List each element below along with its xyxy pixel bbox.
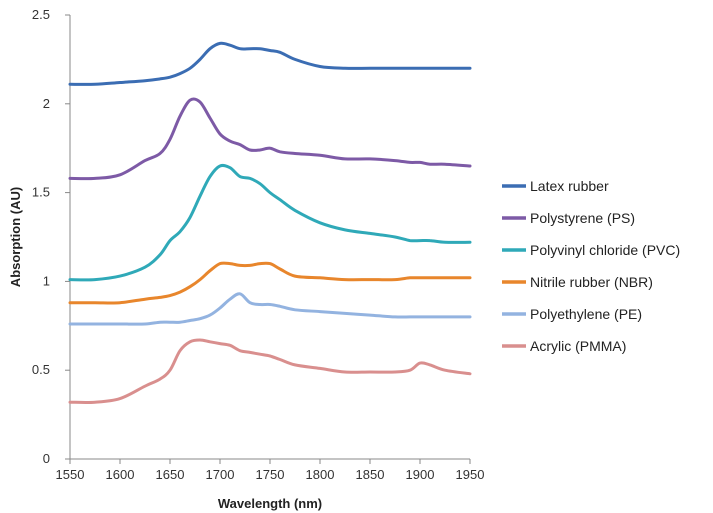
- series-line-2: [68, 97, 472, 181]
- legend-label: Polyvinyl chloride (PVC): [530, 242, 680, 258]
- series-line-6: [68, 338, 472, 404]
- legend-label: Polystyrene (PS): [530, 210, 635, 226]
- series-line-1: [68, 41, 472, 86]
- legend-label: Latex rubber: [530, 178, 609, 194]
- series-layer: [68, 41, 472, 404]
- series-line-3: [68, 163, 472, 282]
- x-tick-label: 1750: [256, 467, 285, 482]
- legend: Latex rubber Polystyrene (PS) Polyvinyl ch…: [502, 178, 680, 354]
- x-tick-label: 1550: [56, 467, 85, 482]
- x-tick-label: 1800: [306, 467, 335, 482]
- x-tick-label: 1950: [456, 467, 485, 482]
- x-tick-label: 1900: [406, 467, 435, 482]
- y-axis-title: Absorption (AU): [8, 187, 23, 287]
- y-tick-label: 0.5: [32, 362, 50, 377]
- legend-label: Acrylic (PMMA): [530, 338, 626, 354]
- y-tick-label: 2: [43, 96, 50, 111]
- x-axis: 1550 1600 1650 1700 1750 1800 1850 1900 1950: [56, 458, 485, 482]
- x-axis-title: Wavelength (nm): [218, 496, 322, 511]
- y-tick-label: 0: [43, 451, 50, 466]
- series-line-4: [68, 261, 472, 305]
- y-axis: 0 0.5 1 1.5 2 2.5: [32, 7, 71, 466]
- x-tick-label: 1650: [156, 467, 185, 482]
- series-line-5: [68, 292, 472, 326]
- legend-label: Nitrile rubber (NBR): [530, 274, 653, 290]
- y-tick-label: 2.5: [32, 7, 50, 22]
- y-tick-label: 1.5: [32, 185, 50, 200]
- legend-label: Polyethylene (PE): [530, 306, 642, 322]
- y-tick-label: 1: [43, 273, 50, 288]
- x-tick-label: 1700: [206, 467, 235, 482]
- x-tick-label: 1850: [356, 467, 385, 482]
- x-tick-label: 1600: [106, 467, 135, 482]
